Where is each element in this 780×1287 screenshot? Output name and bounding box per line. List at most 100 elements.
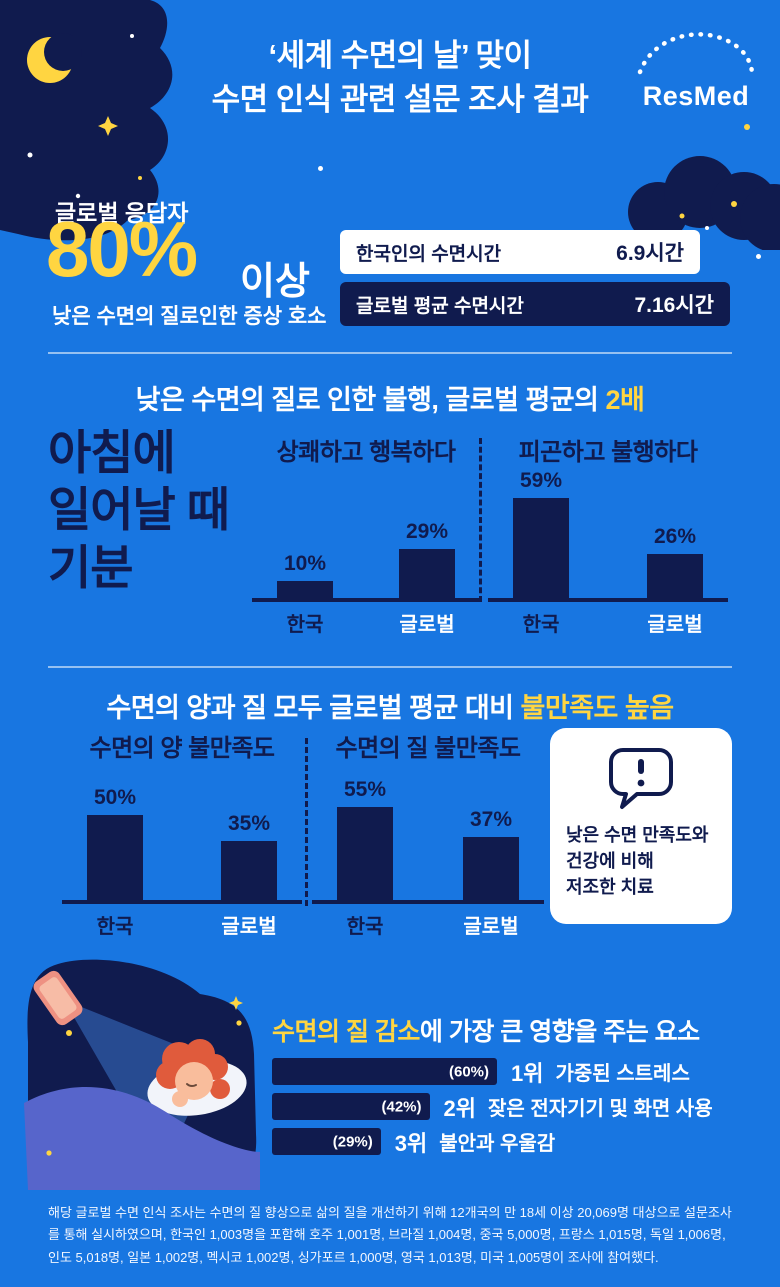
bar [399, 548, 455, 598]
bar-value-label: 55% [343, 777, 387, 801]
cloud-illustration [628, 156, 780, 250]
callout-text: 낮은 수면 만족도와 건강에 비해 [566, 825, 709, 872]
group-divider [479, 438, 482, 602]
factors-title: 수면의 질 감소에 가장 큰 영향을 주는 요소 [272, 1012, 752, 1048]
night-sky-illustration [0, 0, 173, 241]
section-dissatisfaction-title-white: 수면의 양과 질 모두 글로벌 평균 대비 [106, 693, 521, 723]
category-global: 글로벌 [399, 614, 455, 636]
category-korea: 한국 [346, 916, 384, 938]
survey-methodology-note: 해당 글로벌 수면 인식 조사는 수면의 질 향상으로 삶의 질을 개선하기 위… [48, 1205, 732, 1265]
factors-title-highlight: 수면의 질 감소 [272, 1018, 420, 1046]
category-global: 글로벌 [647, 614, 703, 636]
bar [513, 497, 569, 598]
chart-quantity-dissatisfaction: 50% 35% [62, 762, 302, 904]
global-sleep-time-value: 7.16시간 [634, 294, 714, 317]
korea-sleep-time-box: 한국인의 수면시간 6.9시간 [340, 230, 700, 274]
factor-bar: (42%) [272, 1093, 430, 1120]
group-header-quantity: 수면의 양 불만족도 [89, 735, 275, 762]
chart-quality-categories: 한국 글로벌 [312, 910, 544, 939]
factor-name: 잦은 전자기기 및 화면 사용 [487, 1098, 713, 1120]
bar [337, 806, 393, 900]
callout-text-bold: 저조한 치료 [566, 877, 654, 898]
chart-morning-tired: 59% 26% [488, 468, 728, 602]
bar-korea: 10% [262, 552, 348, 598]
section-morning-title-highlight: 2배 [605, 385, 645, 415]
bar [87, 815, 143, 900]
decor-dot [744, 124, 750, 130]
factor-name: 불안과 우울감 [439, 1133, 556, 1155]
bar-value-label: 59% [519, 468, 563, 492]
category-global: 글로벌 [463, 916, 519, 938]
bar-value-label: 37% [469, 808, 513, 832]
bar-global: 37% [448, 808, 534, 900]
blanket [24, 1087, 260, 1190]
section-divider [48, 352, 732, 354]
factor-row-1: (60%) 1위 가중된 스트레스 [272, 1058, 772, 1086]
global-sleep-time-label: 글로벌 평균 수면시간 [356, 295, 524, 317]
phone-icon [33, 970, 83, 1026]
section-dissatisfaction-title: 수면의 양과 질 모두 글로벌 평균 대비 불만족도 높음 [0, 686, 780, 725]
section-dissatisfaction-title-highlight: 불만족도 높음 [520, 693, 675, 723]
resmed-logo-arc-icon [637, 32, 755, 75]
decor-dot [756, 254, 761, 259]
respondents-label: 글로벌 응답자 [55, 200, 189, 226]
group-header-happy: 상쾌하고 행복하다 [276, 439, 456, 466]
factor-rank: 2위 [443, 1095, 476, 1121]
bar [277, 581, 333, 598]
factor-name: 가중된 스트레스 [555, 1063, 690, 1085]
page-title-line1: ‘세계 수면의 날’ 맞이 [268, 38, 532, 73]
bar-global: 35% [206, 811, 292, 900]
bar-value-label: 26% [653, 524, 697, 548]
korea-sleep-time-value: 6.9시간 [616, 242, 684, 265]
factors-title-white: 에 가장 큰 영향을 주는 요소 [419, 1018, 700, 1046]
factor-rank: 3위 [394, 1130, 428, 1156]
bar-korea: 55% [322, 777, 408, 900]
bar [647, 553, 703, 598]
factor-bar-value: (60%) [448, 1063, 489, 1080]
factor-bar: (29%) [272, 1128, 381, 1155]
bar-value-label: 10% [283, 552, 327, 575]
category-korea: 한국 [96, 916, 134, 938]
group-header-tired: 피곤하고 불행하다 [518, 439, 698, 466]
page-title: ‘세계 수면의 날’ 맞이 수면 인식 관련 설문 조사 결과 [150, 34, 650, 122]
group-divider [305, 738, 308, 906]
bar-global: 26% [632, 525, 718, 598]
closed-eye [186, 1083, 197, 1088]
chart-morning-tired-categories: 한국 글로벌 [488, 608, 728, 637]
bar-korea: 59% [498, 469, 584, 598]
factor-row-2: (42%) 2위 잦은 전자기기 및 화면 사용 [272, 1093, 772, 1121]
bar [463, 837, 519, 900]
page-title-line2: 수면 인식 관련 설문 조사 결과 [211, 82, 589, 118]
category-korea: 한국 [286, 614, 324, 636]
bar-korea: 50% [72, 786, 158, 900]
bar-value-label: 50% [93, 786, 137, 809]
star-icon [98, 116, 118, 136]
factor-bar: (60%) [272, 1058, 497, 1085]
star-icon [679, 213, 685, 219]
star-icon [229, 996, 243, 1010]
chart-morning-happy-categories: 한국 글로벌 [252, 608, 480, 637]
decor-dot [318, 166, 323, 171]
bar [221, 840, 277, 900]
sleeping-person-illustration [24, 959, 260, 1190]
chart-quality-dissatisfaction: 55% 37% [312, 762, 544, 904]
factor-row-3: (29%) 3위 불안과 우울감 [272, 1128, 772, 1156]
bar-value-label: 29% [405, 519, 449, 543]
hero-percent: 80% [46, 205, 198, 293]
hero-percent-suffix: 이상 [240, 261, 310, 303]
exclamation-bubble-icon [609, 748, 673, 809]
morning-chart-row-label: 아침에 일어날 때 기분 [48, 426, 230, 594]
resmed-logo-text: ResMed [642, 81, 750, 111]
hero-description: 낮은 수면의 질로인한 증상 호소 [52, 305, 327, 328]
section-morning-title: 낮은 수면의 질로 인한 불행, 글로벌 평균의 2배 [0, 378, 780, 417]
category-global: 글로벌 [221, 916, 277, 938]
section-morning-title-white: 낮은 수면의 질로 인한 불행, 글로벌 평균의 [135, 385, 606, 415]
resmed-logo: ResMed [630, 26, 762, 112]
bar-value-label: 35% [227, 811, 271, 835]
chart-quantity-categories: 한국 글로벌 [62, 910, 302, 939]
group-header-quality: 수면의 질 불만족도 [335, 735, 521, 762]
factor-bar-value: (29%) [332, 1133, 373, 1150]
treatment-callout-card: 낮은 수면 만족도와 건강에 비해 저조한 치료 [550, 728, 732, 924]
global-sleep-time-box: 글로벌 평균 수면시간 7.16시간 [340, 282, 730, 326]
